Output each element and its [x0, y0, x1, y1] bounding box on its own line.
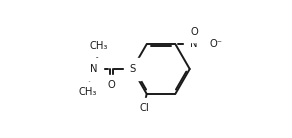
Text: O: O: [191, 27, 198, 37]
Text: CH₃: CH₃: [79, 87, 97, 97]
Text: N: N: [90, 64, 97, 74]
Text: S: S: [129, 64, 135, 74]
Text: CH₃: CH₃: [90, 41, 108, 51]
Text: O: O: [107, 80, 115, 90]
Text: +: +: [194, 35, 201, 44]
Text: N: N: [190, 39, 198, 49]
Text: Cl: Cl: [139, 103, 149, 113]
Text: O⁻: O⁻: [210, 39, 223, 49]
